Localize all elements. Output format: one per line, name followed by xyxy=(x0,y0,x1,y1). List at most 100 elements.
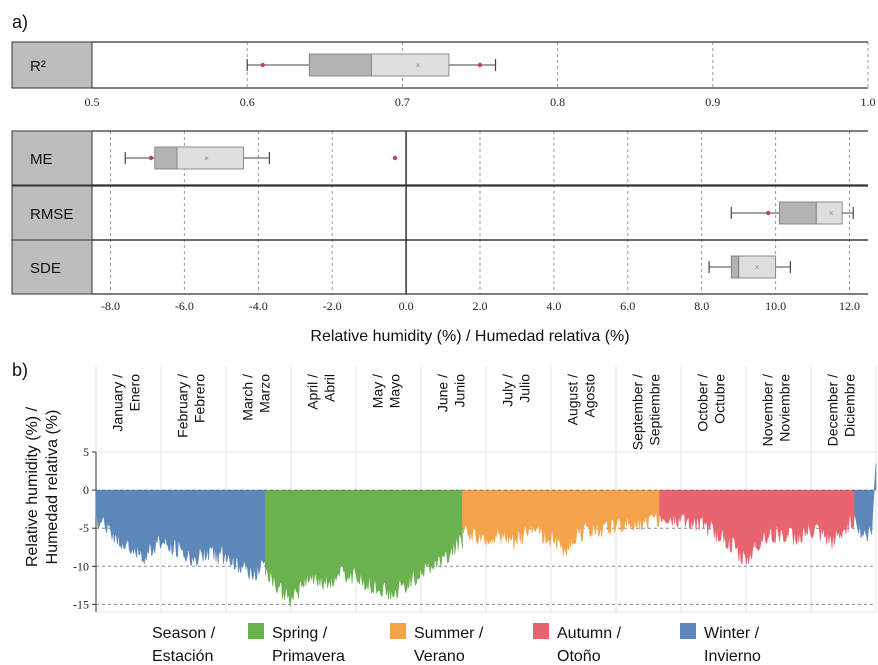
legend-item: Summer / Verano xyxy=(390,623,484,665)
legend-swatch xyxy=(248,623,264,639)
tick-label: 1.0 xyxy=(861,95,876,109)
outlier-point xyxy=(766,210,771,216)
legend: Season / Estación Spring / Primavera Summe… xyxy=(152,623,761,665)
y-tick-label: -5 xyxy=(79,521,89,535)
outlier-point xyxy=(477,62,483,68)
month-label-line2: Mayo xyxy=(387,374,403,408)
tick-label: -8.0 xyxy=(101,299,120,313)
month-label-line1: December / xyxy=(825,374,841,446)
tick-label: 0.8 xyxy=(550,95,565,109)
legend-item: Winter / Invierno xyxy=(680,623,761,665)
tick-label: 6.0 xyxy=(620,299,635,313)
mean-marker: × xyxy=(829,209,834,218)
area-summer xyxy=(462,489,660,557)
legend-swatch xyxy=(680,623,696,639)
legend-item: Spring / Primavera xyxy=(248,623,345,665)
month-label-line1: March / xyxy=(240,374,256,421)
box-lower xyxy=(778,201,817,225)
outlier-point xyxy=(260,62,265,68)
y-tick-label: 5 xyxy=(83,445,89,459)
month-label-line2: Abril xyxy=(322,374,338,402)
tick-label: 0.7 xyxy=(395,95,410,109)
tick-label: -2.0 xyxy=(323,299,342,313)
month-label-line2: Febrero xyxy=(192,374,208,423)
y-tick-label: -15 xyxy=(73,597,89,611)
row-label-cell xyxy=(11,41,93,89)
row-label: R² xyxy=(30,58,46,75)
legend-label-line1: Spring / xyxy=(272,625,328,642)
tick-label: -4.0 xyxy=(249,299,268,313)
area-autumn xyxy=(659,489,855,566)
month-label-line1: June / xyxy=(435,374,451,412)
row-label-cell xyxy=(11,130,93,186)
panel-a-label: a) xyxy=(12,12,28,32)
box-upper xyxy=(815,201,843,225)
month-label-line1: May / xyxy=(370,374,386,408)
legend-swatch xyxy=(533,623,549,639)
error-boxplot-panel: ME × RMSE × SDE × -8.0 -6.0 -4.0 -2.0 0.0 2.0 4.0 6.0… xyxy=(11,130,868,313)
tick-label: 10.0 xyxy=(765,299,786,313)
mean-marker: × xyxy=(416,61,421,70)
tick-label: 8.0 xyxy=(694,299,709,313)
legend-label-line2: Verano xyxy=(414,648,465,665)
legend-item: Autumn / Otoño xyxy=(533,623,622,665)
row-label: SDE xyxy=(30,260,61,277)
legend-swatch xyxy=(390,623,406,639)
box-lower xyxy=(308,53,372,77)
tick-label: 0.6 xyxy=(240,95,255,109)
tick-label: 12.0 xyxy=(839,299,860,313)
panel-b-ylabel-line1: Relative humidity (%) / xyxy=(24,406,41,567)
month-label-line2: Marzo xyxy=(257,374,273,413)
legend-title-line2: Estación xyxy=(152,648,213,665)
month-label-line2: Julio xyxy=(517,374,533,403)
tick-label: 0.5 xyxy=(85,95,100,109)
area-spring xyxy=(264,489,463,607)
tick-label: -6.0 xyxy=(175,299,194,313)
box-lower xyxy=(154,146,178,170)
legend-title-line1: Season / xyxy=(152,625,216,642)
area-winter xyxy=(95,489,266,581)
month-label-line1: August / xyxy=(565,374,581,425)
legend-label-line2: Primavera xyxy=(272,648,345,665)
month-label-line1: November / xyxy=(760,374,776,446)
month-label-line2: Noviembre xyxy=(777,374,793,442)
box-lower xyxy=(730,255,740,279)
tick-label: 4.0 xyxy=(546,299,561,313)
legend-label-line2: Invierno xyxy=(704,648,761,665)
month-label-line1: January / xyxy=(110,374,126,432)
box-upper xyxy=(176,146,244,170)
legend-label-line1: Summer / xyxy=(414,625,484,642)
month-label-line1: April / xyxy=(305,374,321,410)
month-label-line1: February / xyxy=(175,374,191,438)
box-upper xyxy=(370,53,450,77)
y-tick-label: -10 xyxy=(73,559,89,573)
outlier-point xyxy=(148,155,154,161)
row-label: RMSE xyxy=(30,206,73,223)
mean-marker: × xyxy=(204,154,209,163)
month-label-line1: July / xyxy=(500,374,516,407)
seasonal-area-panel: January / Enero February / Febrero March / Ma… xyxy=(73,366,877,613)
row-label: ME xyxy=(30,151,53,168)
month-label-line1: September / xyxy=(630,374,646,450)
month-label-line2: Diciembre xyxy=(842,374,858,437)
panel-b-ylabel-line2: Humedad relativa (%) xyxy=(44,410,61,565)
month-label-line2: Octubre xyxy=(712,374,728,424)
legend-label-line2: Otoño xyxy=(557,648,601,665)
month-label-line2: Enero xyxy=(127,374,143,412)
tick-label: 2.0 xyxy=(473,299,488,313)
month-label-line2: Junio xyxy=(452,374,468,408)
month-label-line2: Agosto xyxy=(582,374,598,418)
mean-marker: × xyxy=(755,263,760,272)
r2-boxplot-panel: R² × 0.5 0.6 0.7 0.8 0.9 1.0 xyxy=(11,41,876,109)
row-label-cell xyxy=(11,239,93,295)
tick-label: 0.0 xyxy=(399,299,414,313)
y-tick-label: 0 xyxy=(83,483,89,497)
row-label-cell xyxy=(11,185,93,241)
panel-a-axis-title: Relative humidity (%) / Humedad relativa… xyxy=(310,328,629,345)
outlier-point xyxy=(392,155,398,161)
legend-label-line1: Autumn / xyxy=(557,625,622,642)
box-upper xyxy=(738,255,777,279)
month-label-line1: October / xyxy=(695,374,711,432)
area-winter xyxy=(854,463,877,542)
